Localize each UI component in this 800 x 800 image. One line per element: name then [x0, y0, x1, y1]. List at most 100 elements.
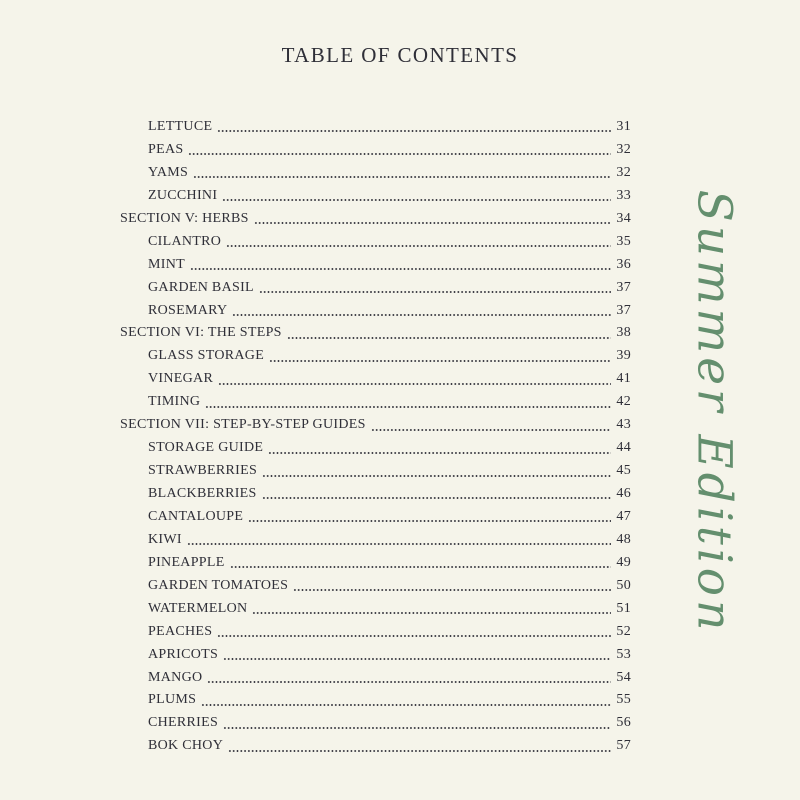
toc-entry-label: TIMING — [148, 394, 201, 410]
toc-entry-label: BOK CHOY — [148, 738, 224, 754]
toc-entry-row: GARDEN TOMATOES 50 — [120, 575, 631, 598]
toc-entry-label: BLACKBERRIES — [148, 486, 257, 501]
toc-dot-leader — [223, 726, 612, 729]
toc-dot-leader — [229, 566, 612, 569]
toc-entry-row: YAMS 32 — [120, 162, 631, 185]
toc-entry-row: GLASS STORAGE 39 — [120, 345, 631, 368]
toc-section-row: SECTION VI: THE STEPS 38 — [120, 322, 631, 345]
toc-entry-label: WATERMELON — [148, 600, 248, 616]
toc-section-row: SECTION VII: STEP-BY-STEP GUIDES 43 — [120, 414, 631, 437]
toc-page-number: 39 — [616, 348, 631, 364]
toc-page-number: 32 — [616, 164, 631, 180]
toc-entry-row: STRAWBERRIES 45 — [120, 460, 631, 483]
toc-page-number: 45 — [616, 463, 631, 479]
toc-section-row: SECTION V: HERBS 34 — [120, 208, 631, 231]
toc-entry-row: PEACHES 52 — [120, 621, 631, 644]
toc-entry-row: WATERMELON 51 — [120, 598, 631, 621]
toc-entry-label: PLUMS — [148, 692, 197, 708]
toc-dot-leader — [189, 268, 612, 271]
toc-entry-row: PINEAPPLE 49 — [120, 552, 631, 575]
toc-page-number: 52 — [616, 623, 631, 639]
toc-entry-label: MINT — [148, 256, 185, 272]
toc-entry-row: STORAGE GUIDE 44 — [120, 437, 631, 460]
toc-entry-label: GARDEN TOMATOES — [148, 577, 289, 593]
toc-entry-row: CILANTRO 35 — [120, 231, 631, 254]
toc-dot-leader — [218, 382, 612, 385]
toc-page-number: 31 — [616, 119, 631, 134]
toc-entry-label: CHERRIES — [148, 715, 219, 731]
toc-page-number: 43 — [616, 417, 631, 433]
toc-entry-label: PINEAPPLE — [148, 554, 225, 570]
toc-dot-leader — [252, 612, 612, 615]
toc-entry-label: GARDEN BASIL — [148, 279, 254, 295]
toc-entry-label: ROSEMARY — [148, 302, 228, 318]
toc-page-number: 48 — [616, 531, 631, 547]
toc-page-number: 37 — [616, 279, 631, 295]
toc-entry-row: ZUCCHINI 33 — [120, 185, 631, 208]
toc-dot-leader — [228, 749, 612, 752]
toc-entry-row: BOK CHOY 57 — [120, 735, 631, 758]
toc-dot-leader — [223, 658, 612, 660]
toc-entry-label: VINEGAR — [148, 371, 214, 387]
toc-entry-row: TIMING 42 — [120, 391, 631, 414]
toc-page-number: 38 — [616, 325, 631, 341]
toc-entry-label: PEAS — [148, 141, 184, 157]
toc-dot-leader — [261, 497, 612, 500]
toc-dot-leader — [217, 130, 612, 133]
toc-page-number: 33 — [616, 187, 631, 203]
toc-dot-leader — [226, 245, 612, 248]
toc-dot-leader — [370, 428, 612, 431]
toc-page-number: 36 — [616, 256, 631, 272]
toc-dot-leader — [188, 153, 612, 156]
toc-page-number: 50 — [616, 577, 631, 593]
toc-entry-row: APRICOTS 53 — [120, 644, 631, 667]
toc-page-number: 34 — [616, 210, 631, 226]
toc-entry-row: LETTUCE 31 — [120, 116, 631, 139]
toc-dot-leader — [207, 680, 612, 683]
toc-page-number: 41 — [616, 371, 631, 387]
toc-page-number: 44 — [616, 440, 631, 456]
toc-dot-leader — [248, 520, 612, 523]
toc-entry-label: MANGO — [148, 669, 203, 685]
toc-dot-leader — [201, 703, 612, 706]
toc-dot-leader — [186, 543, 612, 546]
toc-page-number: 54 — [616, 669, 631, 685]
toc-entry-label: SECTION VII: STEP-BY-STEP GUIDES — [120, 417, 366, 433]
toc-entry-row: ROSEMARY 37 — [120, 300, 631, 323]
toc-page-number: 51 — [616, 600, 631, 616]
toc-page-number: 47 — [616, 508, 631, 524]
toc-entry-row: CHERRIES 56 — [120, 712, 631, 735]
toc-dot-leader — [253, 222, 612, 225]
toc-entry-row: VINEGAR 41 — [120, 368, 631, 391]
toc-page-number: 35 — [616, 233, 631, 249]
toc-dot-leader — [269, 359, 612, 362]
toc-dot-leader — [262, 474, 612, 477]
toc-dot-leader — [286, 336, 612, 339]
toc-dot-leader — [293, 589, 612, 592]
toc-dot-leader — [205, 405, 612, 408]
toc-entry-row: PLUMS 55 — [120, 689, 631, 712]
toc-dot-leader — [217, 635, 612, 638]
toc-page-number: 46 — [616, 486, 631, 501]
toc-entry-row: KIWI 48 — [120, 529, 631, 552]
toc-entry-label: KIWI — [148, 531, 182, 547]
toc-entry-row: BLACKBERRIES 46 — [120, 483, 631, 506]
toc-entry-label: LETTUCE — [148, 119, 213, 134]
toc-page-number: 32 — [616, 141, 631, 157]
toc-page-number: 42 — [616, 394, 631, 410]
toc-entry-row: MINT 36 — [120, 254, 631, 277]
toc-entry-label: SECTION V: HERBS — [120, 210, 249, 226]
toc-page-number: 49 — [616, 554, 631, 570]
toc-entry-row: PEAS 32 — [120, 139, 631, 162]
toc-entry-label: CANTALOUPE — [148, 508, 244, 524]
table-of-contents: LETTUCE 31 PEAS 32 YAMS 32 ZUCCHINI 33 SECTION V… — [120, 116, 631, 758]
toc-entry-label: SECTION VI: THE STEPS — [120, 325, 282, 341]
toc-entry-label: GLASS STORAGE — [148, 348, 265, 364]
page-title: TABLE OF CONTENTS — [281, 43, 519, 67]
toc-page-number: 37 — [616, 302, 631, 318]
toc-entry-row: MANGO 54 — [120, 667, 631, 690]
toc-entry-label: PEACHES — [148, 623, 213, 639]
toc-dot-leader — [222, 199, 612, 202]
toc-page-number: 56 — [616, 715, 631, 731]
toc-entry-label: CILANTRO — [148, 233, 222, 249]
